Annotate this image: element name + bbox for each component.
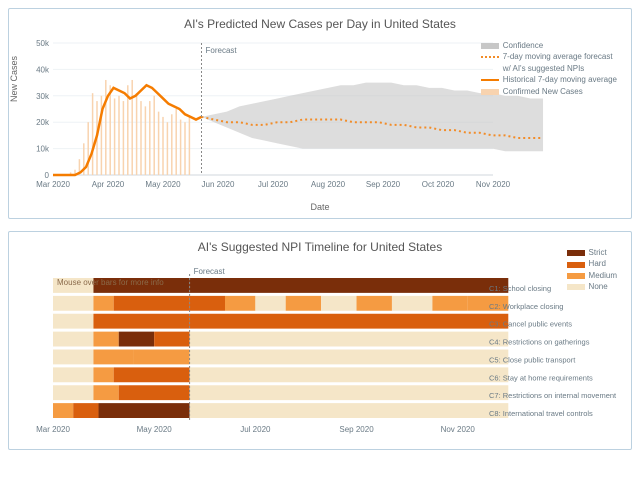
svg-text:C7: Restrictions on internal m: C7: Restrictions on internal movement [489,391,617,400]
svg-text:Jul 2020: Jul 2020 [258,180,289,189]
svg-text:Forecast: Forecast [194,267,226,276]
svg-text:C4: Restrictions on gatherings: C4: Restrictions on gatherings [489,338,590,347]
cases-chart-title: AI's Predicted New Cases per Day in Unit… [19,17,621,31]
npi-legend: StrictHardMediumNone [567,248,617,294]
npi-chart-panel: AI's Suggested NPI Timeline for United S… [8,231,632,450]
svg-text:May 2020: May 2020 [145,180,181,189]
svg-text:C5: Close public transport: C5: Close public transport [489,355,576,364]
svg-text:Apr 2020: Apr 2020 [92,180,125,189]
svg-text:C8: International travel contr: C8: International travel controls [489,409,593,418]
svg-text:Mar 2020: Mar 2020 [36,180,70,189]
svg-text:Sep 2020: Sep 2020 [366,180,401,189]
npi-chart-area: Mouse over bars for more info StrictHard… [19,260,621,443]
svg-text:20k: 20k [36,118,50,127]
svg-text:10k: 10k [36,145,50,154]
svg-text:Mar 2020: Mar 2020 [36,425,70,434]
svg-text:C6: Stay at home requirements: C6: Stay at home requirements [489,373,593,382]
svg-text:Forecast: Forecast [206,46,238,55]
svg-text:C3: Cancel public events: C3: Cancel public events [489,320,572,329]
npi-chart-svg[interactable]: C1: School closing C2: Workplace closing C… [19,260,623,440]
svg-text:Oct 2020: Oct 2020 [422,180,455,189]
svg-text:May 2020: May 2020 [137,425,173,434]
cases-chart-panel: AI's Predicted New Cases per Day in Unit… [8,8,632,219]
svg-text:40k: 40k [36,65,50,74]
svg-text:30k: 30k [36,92,50,101]
svg-text:Jun 2020: Jun 2020 [202,180,235,189]
svg-text:Aug 2020: Aug 2020 [311,180,346,189]
cases-xlabel: Date [19,202,621,212]
svg-text:C2: Workplace closing: C2: Workplace closing [489,302,563,311]
svg-text:Sep 2020: Sep 2020 [339,425,374,434]
svg-text:50k: 50k [36,39,50,48]
cases-ylabel: New Cases [9,55,19,101]
svg-text:Nov 2020: Nov 2020 [441,425,476,434]
svg-text:Nov 2020: Nov 2020 [476,180,511,189]
svg-text:C1: School closing: C1: School closing [489,284,551,293]
svg-text:Jul 2020: Jul 2020 [240,425,271,434]
svg-text:0: 0 [45,171,50,180]
cases-chart-area: New Cases Confidence7-day moving average… [19,37,621,212]
cases-legend: Confidence7-day moving average forecastw… [481,41,617,98]
npi-chart-title: AI's Suggested NPI Timeline for United S… [19,240,621,254]
npi-hint: Mouse over bars for more info [57,278,164,287]
